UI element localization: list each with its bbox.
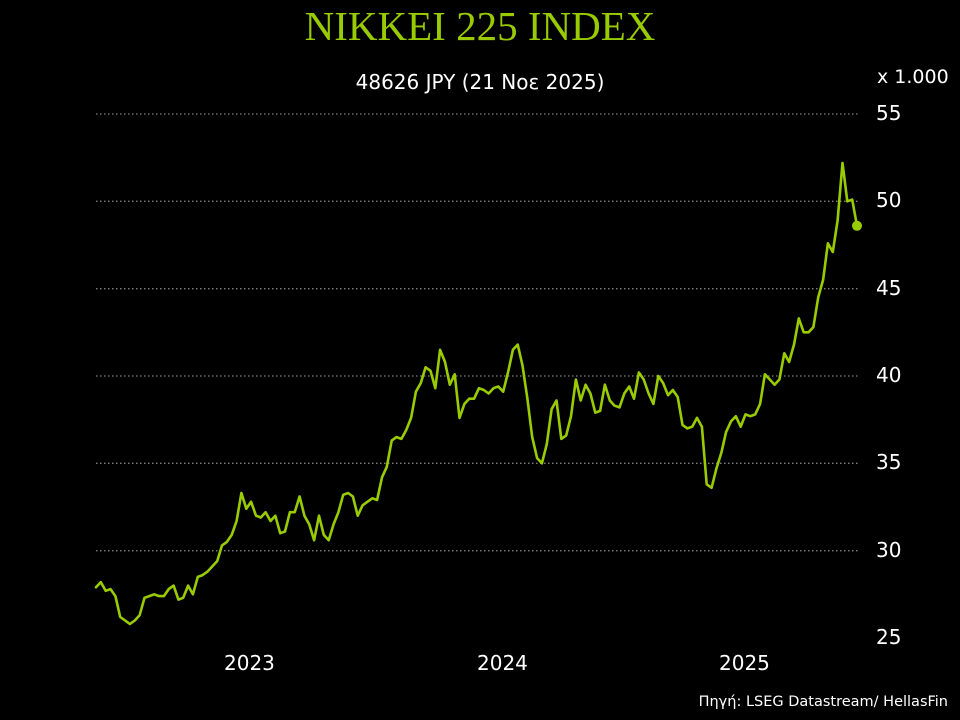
- y-tick-label: 45: [876, 275, 902, 300]
- y-tick-label: 50: [876, 188, 902, 213]
- source-note: Πηγή: LSEG Datastream/ HellasFin: [698, 694, 948, 710]
- nikkei-line: [94, 161, 859, 626]
- x-tick-label: 2023: [224, 651, 275, 675]
- gridlines: [96, 113, 858, 552]
- x-tick-label: 2024: [477, 651, 528, 675]
- last-value-marker: [852, 220, 862, 231]
- y-tick-label: 40: [876, 363, 902, 387]
- x-tick-label: 2025: [719, 651, 770, 675]
- y-axis-unit-label: x 1.000: [877, 66, 949, 88]
- y-tick-label: 25: [876, 625, 902, 649]
- y-tick-label: 30: [876, 537, 902, 562]
- chart-title: NIKKEI 225 INDEX: [304, 3, 656, 49]
- y-tick-label: 55: [876, 101, 902, 125]
- chart-subtitle: 48626 JPY (21 Νοε 2025): [355, 70, 605, 94]
- y-tick-label: 35: [876, 450, 902, 475]
